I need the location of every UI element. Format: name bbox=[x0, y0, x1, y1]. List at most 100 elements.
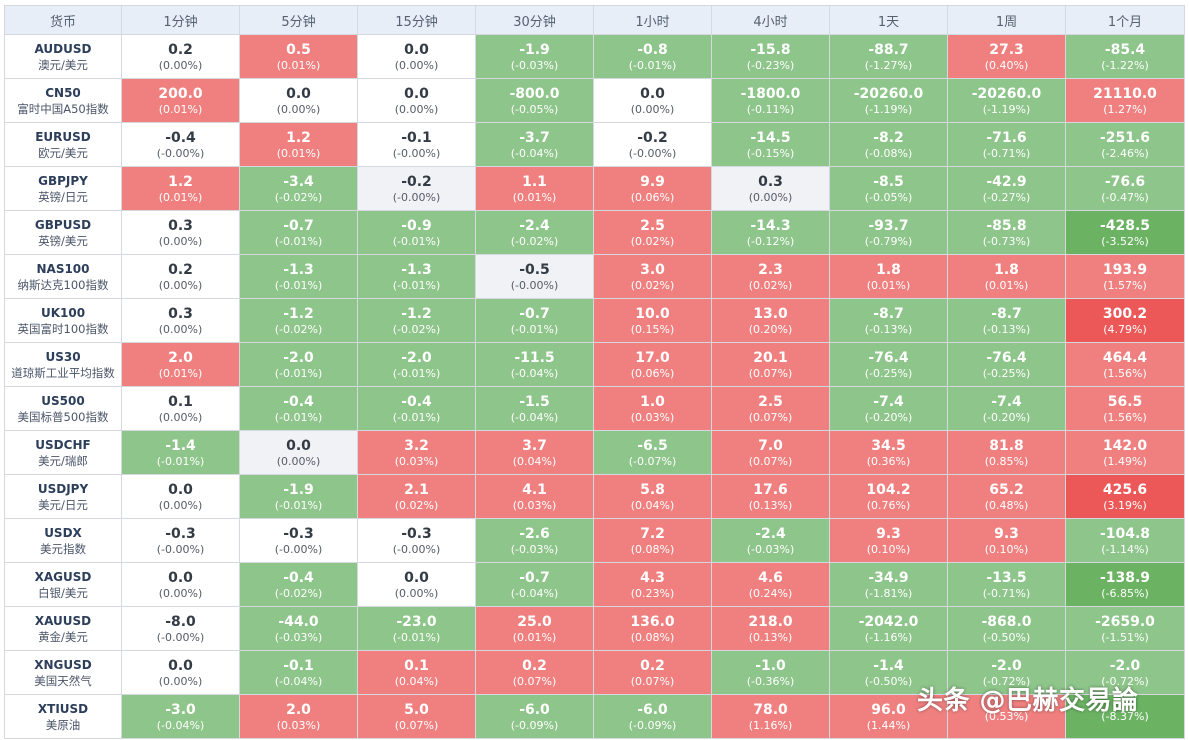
change-cell[interactable]: -1.9 (-0.03%) bbox=[475, 34, 594, 79]
symbol-cell[interactable]: CN50 富时中国A50指数 bbox=[4, 78, 122, 123]
change-cell[interactable]: 13.0 (0.20%) bbox=[711, 298, 830, 343]
symbol-cell[interactable]: XTIUSD 美原油 bbox=[4, 694, 122, 739]
change-cell[interactable]: 0.2 (0.00%) bbox=[121, 34, 240, 79]
change-cell[interactable]: -0.3 (-0.00%) bbox=[357, 518, 476, 563]
change-cell[interactable]: 142.0 (1.49%) bbox=[1065, 430, 1185, 475]
symbol-cell[interactable]: UK100 英国富时100指数 bbox=[4, 298, 122, 343]
change-cell[interactable]: 4.1 (0.03%) bbox=[475, 474, 594, 519]
change-cell[interactable]: -2.0 (-0.72%) bbox=[947, 650, 1066, 695]
change-cell[interactable]: 3.0 (0.02%) bbox=[593, 254, 712, 299]
change-cell[interactable]: 0.2 (0.00%) bbox=[121, 254, 240, 299]
table-row[interactable]: XTIUSD 美原油 -3.0 (-0.04%) 2.0 (0.03%) 5.0 (0.07%… bbox=[4, 694, 1185, 739]
change-cell[interactable]: -34.9 (-1.81%) bbox=[829, 562, 948, 607]
change-cell[interactable]: -1.4 (-0.50%) bbox=[829, 650, 948, 695]
symbol-cell[interactable]: USDCHF 美元/瑞郎 bbox=[4, 430, 122, 475]
change-cell[interactable]: 0.0 (0.00%) bbox=[121, 474, 240, 519]
change-cell[interactable]: 10.0 (0.15%) bbox=[593, 298, 712, 343]
change-cell[interactable]: 17.0 (0.06%) bbox=[593, 342, 712, 387]
change-cell[interactable]: -0.1 (-0.04%) bbox=[239, 650, 358, 695]
change-cell[interactable]: 34.5 (0.36%) bbox=[829, 430, 948, 475]
symbol-cell[interactable]: EURUSD 欧元/美元 bbox=[4, 122, 122, 167]
symbol-cell[interactable]: AUDUSD 澳元/美元 bbox=[4, 34, 122, 79]
change-cell[interactable]: -1.3 (-0.01%) bbox=[357, 254, 476, 299]
change-cell[interactable]: -0.8 (-0.01%) bbox=[593, 34, 712, 79]
column-header-timeframe[interactable]: 4小时 bbox=[711, 5, 830, 35]
change-cell[interactable]: 0.2 (0.07%) bbox=[475, 650, 594, 695]
change-cell[interactable]: -0.5 (-0.00%) bbox=[475, 254, 594, 299]
table-row[interactable]: NAS100 纳斯达克100指数 0.2 (0.00%) -1.3 (-0.01%) -1.… bbox=[4, 254, 1185, 299]
change-cell[interactable]: 104.2 (0.76%) bbox=[829, 474, 948, 519]
change-cell[interactable]: -0.3 (-0.00%) bbox=[239, 518, 358, 563]
change-cell[interactable]: 0.0 (0.00%) bbox=[239, 78, 358, 123]
change-cell[interactable]: -0.7 (-0.04%) bbox=[475, 562, 594, 607]
change-cell[interactable]: 0.3 (0.00%) bbox=[121, 210, 240, 255]
change-cell[interactable]: -0.2 (-0.00%) bbox=[593, 122, 712, 167]
change-cell[interactable]: 20.1 (0.07%) bbox=[711, 342, 830, 387]
change-cell[interactable]: -76.4 (-0.25%) bbox=[829, 342, 948, 387]
change-cell[interactable]: 0.3 (0.00%) bbox=[121, 298, 240, 343]
change-cell[interactable]: -93.7 (-0.79%) bbox=[829, 210, 948, 255]
change-cell[interactable]: -2.4 (-0.03%) bbox=[711, 518, 830, 563]
change-cell[interactable]: 1.0 (0.03%) bbox=[593, 386, 712, 431]
change-cell[interactable]: -0.7 (-0.01%) bbox=[239, 210, 358, 255]
change-cell[interactable]: -104.8 (-1.14%) bbox=[1065, 518, 1185, 563]
change-cell[interactable]: -20260.0 (-1.19%) bbox=[829, 78, 948, 123]
table-row[interactable]: GBPUSD 英镑/美元 0.3 (0.00%) -0.7 (-0.01%) -0.9 (-0… bbox=[4, 210, 1185, 255]
column-header-timeframe[interactable]: 15分钟 bbox=[357, 5, 476, 35]
table-row[interactable]: EURUSD 欧元/美元 -0.4 (-0.00%) 1.2 (0.01%) -0.1 (-0… bbox=[4, 122, 1185, 167]
change-cell[interactable]: -6.0 (-0.09%) bbox=[475, 694, 594, 739]
change-cell[interactable]: -85.4 (-1.22%) bbox=[1065, 34, 1185, 79]
change-cell[interactable]: 200.0 (0.01%) bbox=[121, 78, 240, 123]
change-cell[interactable]: 193.9 (1.57%) bbox=[1065, 254, 1185, 299]
change-cell[interactable]: 0.2 (0.07%) bbox=[593, 650, 712, 695]
change-cell[interactable]: -8.2 (-0.08%) bbox=[829, 122, 948, 167]
change-cell[interactable]: -6.5 (-0.07%) bbox=[593, 430, 712, 475]
change-cell[interactable]: -251.6 (-2.46%) bbox=[1065, 122, 1185, 167]
table-row[interactable]: USDX 美元指数 -0.3 (-0.00%) -0.3 (-0.00%) -0.3 (-0.… bbox=[4, 518, 1185, 563]
change-cell[interactable]: 56.5 (1.56%) bbox=[1065, 386, 1185, 431]
change-cell[interactable]: -2042.0 (-1.16%) bbox=[829, 606, 948, 651]
change-cell[interactable]: 9.9 (0.06%) bbox=[593, 166, 712, 211]
change-cell[interactable]: -1.2 (-0.02%) bbox=[239, 298, 358, 343]
change-cell[interactable]: 1.8 (0.01%) bbox=[829, 254, 948, 299]
change-cell[interactable]: -0.4 (-0.01%) bbox=[357, 386, 476, 431]
column-header-timeframe[interactable]: 5分钟 bbox=[239, 5, 358, 35]
change-cell[interactable]: -85.8 (-0.73%) bbox=[947, 210, 1066, 255]
table-row[interactable]: GBPJPY 英镑/日元 1.2 (0.01%) -3.4 (-0.02%) -0.2 (-0… bbox=[4, 166, 1185, 211]
change-cell[interactable]: -1.5 (-0.04%) bbox=[475, 386, 594, 431]
change-cell[interactable]: -0.2 (-0.00%) bbox=[357, 166, 476, 211]
table-row[interactable]: XNGUSD 美国天然气 0.0 (0.00%) -0.1 (-0.04%) 0.1 (0.0… bbox=[4, 650, 1185, 695]
change-cell[interactable]: -88.7 (-1.27%) bbox=[829, 34, 948, 79]
change-cell[interactable]: 7.2 (0.08%) bbox=[593, 518, 712, 563]
table-row[interactable]: AUDUSD 澳元/美元 0.2 (0.00%) 0.5 (0.01%) 0.0 (0.00%… bbox=[4, 34, 1185, 79]
change-cell[interactable]: 2.0 (0.01%) bbox=[121, 342, 240, 387]
table-row[interactable]: US30 道琼斯工业平均指数 2.0 (0.01%) -2.0 (-0.01%) -2.0(… bbox=[4, 342, 1185, 387]
change-cell[interactable]: -138.9 (-6.85%) bbox=[1065, 562, 1185, 607]
change-cell[interactable]: 96.0 (1.44%) bbox=[829, 694, 948, 739]
symbol-cell[interactable]: USDX 美元指数 bbox=[4, 518, 122, 563]
change-cell[interactable]: -44.0 (-0.03%) bbox=[239, 606, 358, 651]
table-row[interactable]: CN50 富时中国A50指数 200.0 (0.01%) 0.0 (0.00%) 0.0 (0… bbox=[4, 78, 1185, 123]
change-cell[interactable]: 2.5 (0.02%) bbox=[593, 210, 712, 255]
change-cell[interactable]: 0.0 (0.00%) bbox=[357, 78, 476, 123]
change-cell[interactable]: -3.7 (-0.04%) bbox=[475, 122, 594, 167]
change-cell[interactable]: 4.6 (0.24%) bbox=[711, 562, 830, 607]
change-cell[interactable]: -8.0 (-0.00%) bbox=[121, 606, 240, 651]
change-cell[interactable]: -11.5 (-0.04%) bbox=[475, 342, 594, 387]
change-cell[interactable]: 1.8 (0.01%) bbox=[947, 254, 1066, 299]
symbol-cell[interactable]: US30 道琼斯工业平均指数 bbox=[4, 342, 122, 387]
change-cell[interactable]: 3.7 (0.04%) bbox=[475, 430, 594, 475]
change-cell[interactable]: -868.0 (-0.50%) bbox=[947, 606, 1066, 651]
change-cell[interactable]: 9.3 (0.10%) bbox=[829, 518, 948, 563]
change-cell[interactable]: -1.9 (-0.01%) bbox=[239, 474, 358, 519]
change-cell[interactable]: -8.7 (-0.13%) bbox=[829, 298, 948, 343]
change-cell[interactable]: 0.0 (0.00%) bbox=[121, 562, 240, 607]
change-cell[interactable]: 21110.0 (1.27%) bbox=[1065, 78, 1185, 123]
change-cell[interactable]: -1800.0 (-0.11%) bbox=[711, 78, 830, 123]
change-cell[interactable]: 0.0 (0.00%) bbox=[357, 34, 476, 79]
symbol-cell[interactable]: XAGUSD 白银/美元 bbox=[4, 562, 122, 607]
change-cell[interactable]: -2659.0 (-1.51%) bbox=[1065, 606, 1185, 651]
change-cell[interactable]: -7.4 (-0.20%) bbox=[947, 386, 1066, 431]
change-cell[interactable]: -0.1 (-0.00%) bbox=[357, 122, 476, 167]
column-header-timeframe[interactable]: 1周 bbox=[947, 5, 1066, 35]
